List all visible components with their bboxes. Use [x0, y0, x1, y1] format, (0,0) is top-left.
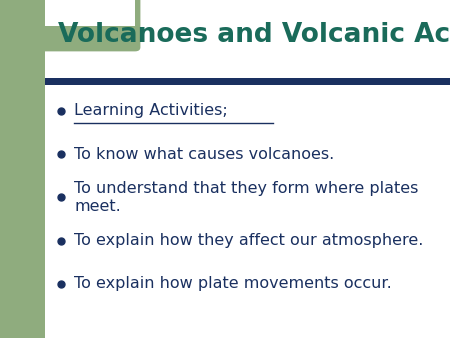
Bar — [0, 26, 135, 47]
Bar — [0, 0, 45, 338]
Text: Learning Activities;: Learning Activities; — [74, 103, 228, 118]
Text: To explain how plate movements occur.: To explain how plate movements occur. — [74, 276, 392, 291]
Text: To know what causes volcanoes.: To know what causes volcanoes. — [74, 147, 334, 162]
FancyBboxPatch shape — [0, 0, 140, 51]
Bar — [45, 0, 135, 47]
Text: To explain how they affect our atmosphere.: To explain how they affect our atmospher… — [74, 233, 423, 248]
Bar — [45, 78, 450, 85]
Text: To understand that they form where plates
meet.: To understand that they form where plate… — [74, 180, 418, 214]
Text: Volcanoes and Volcanic Activity.: Volcanoes and Volcanic Activity. — [58, 23, 450, 48]
